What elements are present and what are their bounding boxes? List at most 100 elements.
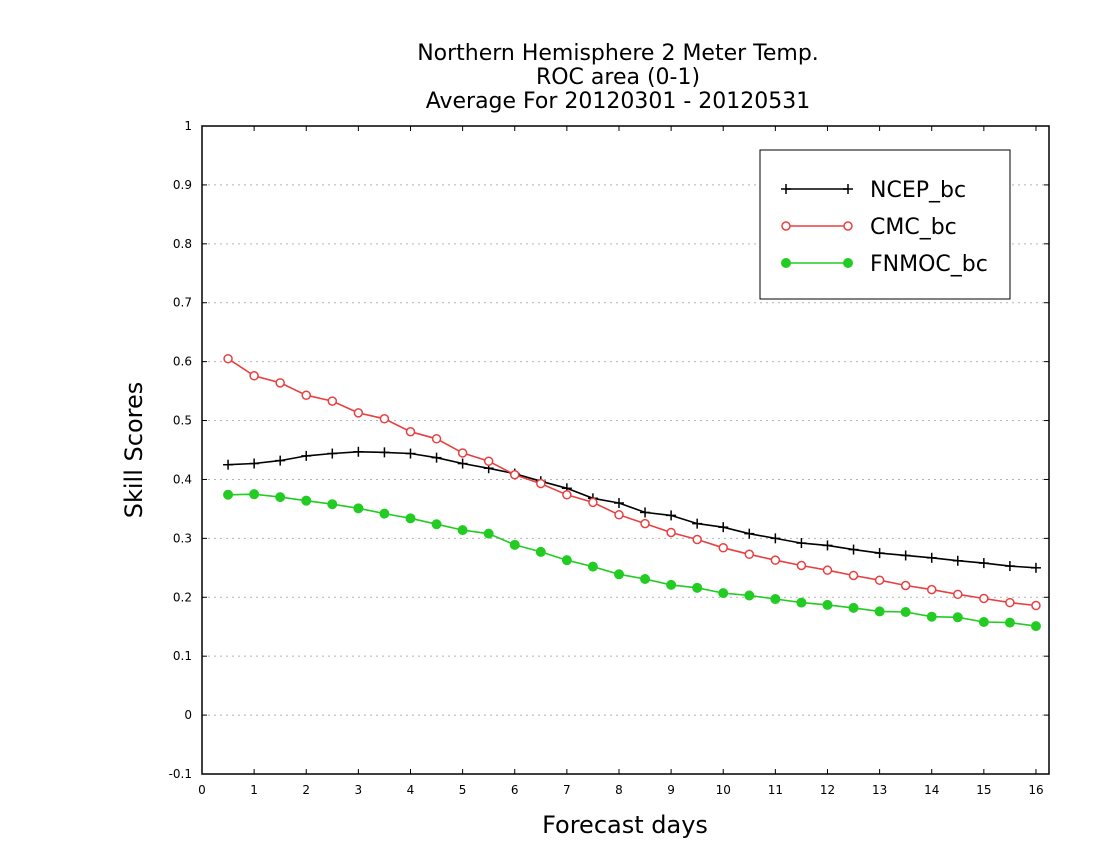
data-point-fnmoc <box>431 519 442 530</box>
data-point-cmc <box>640 518 650 529</box>
data-point-fnmoc <box>613 569 624 580</box>
data-point-fnmoc <box>561 555 572 566</box>
data-point-cmc <box>483 456 494 466</box>
data-point-cmc <box>353 408 364 418</box>
data-point-fnmoc <box>327 499 338 510</box>
data-point-cmc <box>1031 600 1041 611</box>
data-point-fnmoc <box>978 617 989 628</box>
x-tick-label: 14 <box>924 783 939 797</box>
data-point-cmc <box>692 534 702 545</box>
data-point-cmc <box>979 593 989 604</box>
legend-label-cmc: CMC_bc <box>870 215 957 240</box>
data-point-cmc <box>588 497 598 508</box>
data-point-ncep <box>249 458 260 469</box>
data-point-ncep <box>431 452 442 463</box>
data-point-cmc <box>431 434 442 444</box>
data-point-fnmoc <box>718 588 729 599</box>
chart-title: Northern Hemisphere 2 Meter Temp. <box>417 41 819 66</box>
data-point-fnmoc <box>640 574 651 585</box>
series-cmc <box>223 353 1041 611</box>
data-point-ncep <box>666 510 677 521</box>
chart-subtitle-1: ROC area (0-1) <box>536 65 700 90</box>
x-tick-label: 12 <box>820 783 835 797</box>
legend-label-ncep: NCEP_bc <box>870 178 966 203</box>
data-point-fnmoc <box>405 513 416 524</box>
data-point-fnmoc <box>483 528 494 539</box>
data-point-fnmoc <box>666 579 677 590</box>
data-point-fnmoc <box>275 492 286 503</box>
data-point-fnmoc <box>952 612 963 623</box>
y-tick-label: 0.7 <box>173 296 192 310</box>
data-point-cmc <box>301 390 311 400</box>
data-point-ncep <box>926 552 937 563</box>
series-layer <box>223 353 1041 632</box>
data-point-ncep <box>223 459 234 470</box>
data-point-fnmoc <box>926 611 937 622</box>
data-point-cmc <box>900 580 911 591</box>
legend-marker-fnmoc <box>781 258 791 268</box>
data-point-cmc <box>848 570 859 581</box>
x-tick-label: 15 <box>976 783 991 797</box>
x-tick-label: 6 <box>511 783 519 797</box>
x-tick-label: 1 <box>250 783 258 797</box>
data-point-cmc <box>223 353 233 364</box>
y-tick-label: 0.8 <box>173 237 192 251</box>
y-tick-label: 0 <box>184 708 192 722</box>
y-tick-label: 0.4 <box>173 472 192 486</box>
data-point-cmc <box>744 549 755 560</box>
data-point-cmc <box>275 378 285 388</box>
data-point-cmc <box>796 560 807 571</box>
data-point-cmc <box>405 426 416 437</box>
data-point-cmc <box>562 490 572 500</box>
x-tick-label: 13 <box>872 783 887 797</box>
y-tick-label: 0.5 <box>173 414 192 428</box>
x-tick-label: 11 <box>768 783 783 797</box>
data-point-ncep <box>718 522 729 533</box>
y-tick-label: -0.1 <box>169 767 192 781</box>
legend-marks <box>781 184 853 268</box>
x-axis-label: Forecast days <box>542 811 708 839</box>
data-point-fnmoc <box>301 495 312 506</box>
data-point-ncep <box>900 550 911 561</box>
legend-marker-cmc <box>781 221 791 231</box>
data-point-cmc <box>718 543 728 553</box>
data-point-cmc <box>536 478 546 489</box>
data-point-ncep <box>952 555 963 566</box>
y-tick-label: 1 <box>184 119 192 133</box>
plot-frame <box>201 125 1050 775</box>
data-point-fnmoc <box>848 602 859 613</box>
series-fnmoc <box>223 489 1041 632</box>
data-point-cmc <box>666 527 676 538</box>
data-point-cmc <box>614 510 624 520</box>
data-point-cmc <box>457 448 468 458</box>
data-point-cmc <box>926 584 937 595</box>
y-tick-label: 0.6 <box>173 355 192 369</box>
data-point-cmc <box>379 414 390 424</box>
data-point-cmc <box>953 589 963 600</box>
data-point-ncep <box>379 447 390 458</box>
data-point-fnmoc <box>744 590 755 601</box>
data-point-ncep <box>301 450 312 461</box>
data-point-fnmoc <box>223 489 234 500</box>
data-point-fnmoc <box>796 597 807 608</box>
legend-marker-fnmoc <box>843 258 853 268</box>
data-point-cmc <box>1005 597 1015 608</box>
data-point-fnmoc <box>1030 621 1041 632</box>
y-tick-label: 0.1 <box>173 649 192 663</box>
legend-label-fnmoc: FNMOC_bc <box>870 252 988 277</box>
x-tick-label: 0 <box>198 783 206 797</box>
data-point-cmc <box>822 565 833 575</box>
data-point-fnmoc <box>249 489 260 500</box>
x-tick-label: 10 <box>716 783 731 797</box>
y-tick-label: 0.3 <box>173 531 192 545</box>
x-tick-label: 16 <box>1028 783 1043 797</box>
data-point-fnmoc <box>692 582 703 593</box>
x-tick-label: 3 <box>355 783 363 797</box>
x-tick-label: 8 <box>615 783 623 797</box>
data-point-ncep <box>1030 562 1041 573</box>
data-point-ncep <box>796 538 807 549</box>
data-point-fnmoc <box>770 594 781 605</box>
y-axis-label: Skill Scores <box>120 382 148 519</box>
data-point-ncep <box>275 455 286 466</box>
